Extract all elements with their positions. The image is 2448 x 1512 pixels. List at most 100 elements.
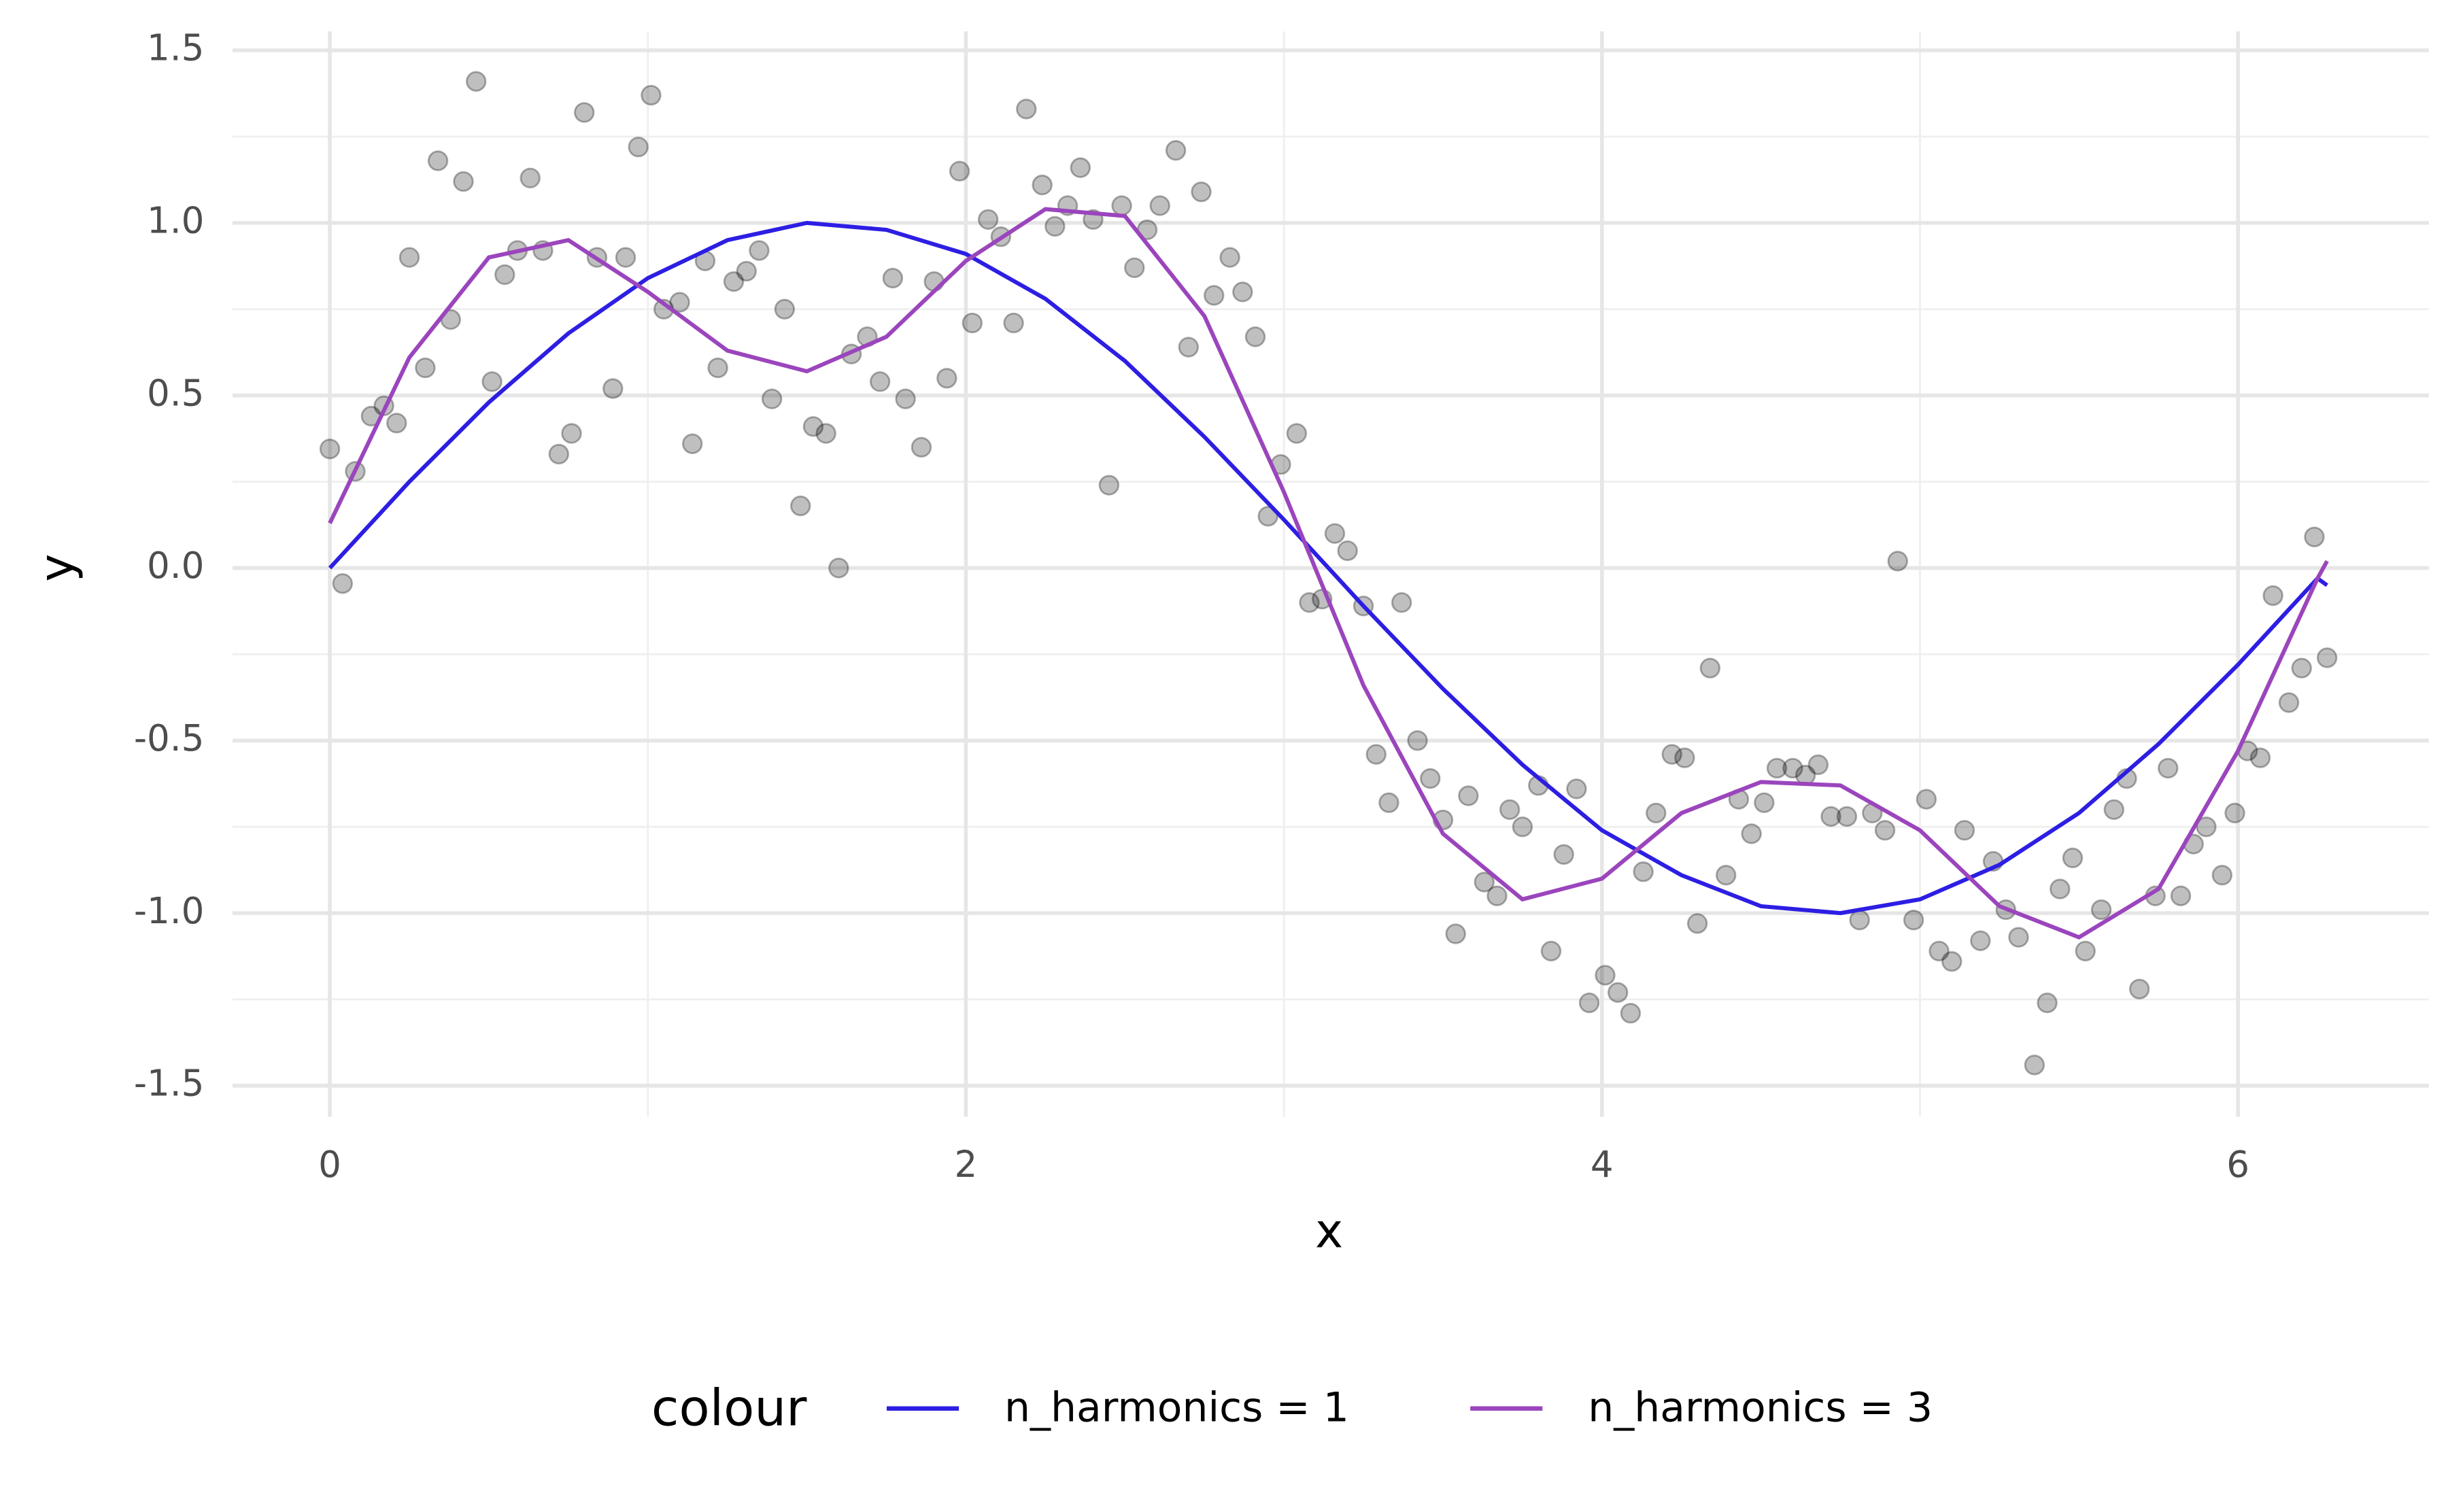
legend-label: n_harmonics = 1: [1004, 1384, 1349, 1432]
point: [828, 557, 849, 579]
point: [1646, 802, 1667, 824]
point: [1391, 592, 1412, 613]
y-tick-label: 1.5: [147, 27, 204, 69]
point: [641, 84, 662, 106]
point: [815, 423, 836, 444]
point: [1686, 913, 1708, 934]
point: [1219, 247, 1240, 268]
point: [761, 388, 783, 409]
point: [911, 436, 932, 458]
point: [774, 298, 796, 320]
point: [2316, 647, 2338, 668]
point: [1286, 423, 1308, 444]
point: [1458, 785, 1479, 806]
point: [1674, 747, 1695, 768]
point: [1661, 744, 1682, 765]
point: [802, 416, 824, 437]
point: [1178, 337, 1200, 358]
y-tick-label: 1.0: [147, 200, 204, 242]
point: [669, 292, 690, 313]
legend-item: n_harmonics = 3: [1470, 1384, 1933, 1432]
point: [2128, 978, 2150, 1000]
point: [749, 240, 770, 261]
point: [1820, 806, 1841, 827]
point: [1365, 744, 1387, 765]
point: [869, 371, 891, 392]
point: [1928, 940, 1950, 962]
point: [2224, 802, 2245, 824]
point: [1903, 910, 1924, 931]
point: [2291, 657, 2312, 678]
y-tick-label: -1.5: [134, 1063, 205, 1105]
point: [2158, 757, 2179, 779]
point: [2090, 899, 2112, 921]
point: [1337, 540, 1358, 562]
point: [465, 71, 487, 92]
point: [1299, 592, 1320, 613]
point: [1540, 940, 1562, 962]
point: [2249, 747, 2271, 768]
grid: [232, 31, 2429, 1117]
point: [548, 443, 570, 465]
point: [962, 312, 983, 334]
point: [1512, 816, 1533, 838]
x-tick-label: 2: [955, 1144, 978, 1186]
point: [628, 136, 649, 158]
point: [2262, 585, 2283, 606]
point: [1887, 551, 1908, 572]
legend-title: colour: [651, 1379, 807, 1437]
point: [1954, 820, 1975, 841]
point: [1874, 820, 1896, 841]
y-tick-label: 0.0: [147, 545, 204, 587]
point: [1916, 789, 1937, 810]
line: [328, 207, 2329, 940]
point: [1032, 174, 1053, 196]
point: [977, 209, 999, 230]
legend-item: n_harmonics = 1: [886, 1384, 1349, 1432]
point: [2075, 940, 2096, 962]
point: [1420, 768, 1441, 789]
point: [923, 271, 945, 292]
point: [1715, 865, 1737, 886]
point: [1378, 792, 1399, 813]
point: [1553, 844, 1574, 865]
point: [494, 264, 515, 286]
point: [1633, 861, 1654, 882]
point: [1836, 806, 1858, 827]
point: [1098, 475, 1120, 496]
point: [1149, 195, 1170, 216]
line: [328, 220, 2328, 916]
point: [2024, 1054, 2045, 1076]
point: [1070, 157, 1091, 178]
legend-label: n_harmonics = 3: [1588, 1384, 1933, 1432]
point: [2062, 847, 2084, 869]
point: [520, 167, 541, 189]
point: [1766, 757, 1788, 779]
point: [1016, 99, 1037, 120]
point: [2050, 878, 2071, 899]
point: [1782, 757, 1803, 779]
point: [1165, 140, 1187, 161]
point: [1407, 730, 1428, 751]
point: [936, 368, 957, 389]
x-tick-label: 4: [1591, 1144, 1614, 1186]
point: [2211, 865, 2233, 886]
point: [2008, 927, 2029, 948]
point: [1741, 823, 1762, 844]
point: [1191, 181, 1212, 203]
point: [1204, 285, 1225, 306]
point: [1807, 754, 1829, 776]
point: [1232, 281, 1253, 303]
point: [1754, 792, 1775, 813]
point: [1486, 885, 1508, 906]
point: [332, 573, 353, 594]
point: [615, 247, 636, 268]
point: [949, 160, 970, 182]
point: [1324, 523, 1346, 544]
point: [386, 413, 407, 434]
point: [882, 267, 904, 289]
point: [427, 150, 449, 171]
point: [602, 378, 624, 399]
point: [1970, 930, 1991, 951]
point: [2278, 692, 2300, 713]
